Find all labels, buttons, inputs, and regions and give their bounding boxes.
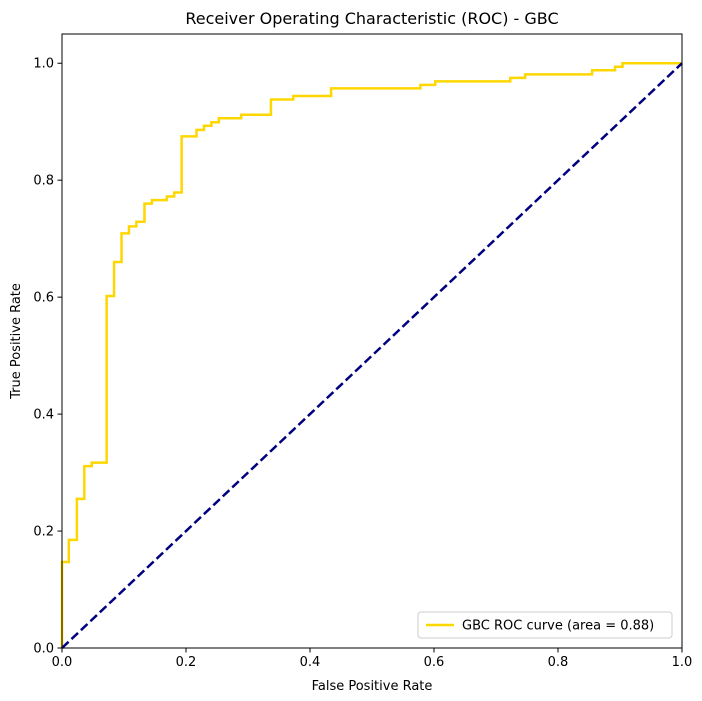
chance-diagonal-line — [61, 62, 683, 649]
x-tick-label: 0.8 — [548, 655, 569, 670]
x-tick-label: 0.0 — [52, 655, 73, 670]
y-tick-label: 0.8 — [33, 174, 54, 189]
y-tick-label: 1.0 — [33, 57, 54, 72]
plot-frame — [61, 33, 683, 649]
x-tick-label: 0.6 — [424, 655, 445, 670]
x-axis-label: False Positive Rate — [312, 679, 433, 694]
y-tick-label: 0.6 — [33, 291, 54, 306]
x-axis: 0.0 0.2 0.4 0.6 0.8 1.0 — [52, 648, 693, 670]
roc-curve-line — [60, 61, 682, 648]
y-tick-label: 0.2 — [33, 525, 54, 540]
y-axis: 0.0 0.2 0.4 0.6 0.8 1.0 — [33, 57, 62, 657]
legend-label: GBC ROC curve (area = 0.88) — [462, 619, 654, 634]
y-tick-label: 0.4 — [33, 408, 54, 423]
x-tick-label: 0.4 — [300, 655, 321, 670]
x-tick-label: 0.2 — [176, 655, 197, 670]
y-axis-label: True Positive Rate — [9, 283, 24, 400]
legend: GBC ROC curve (area = 0.88) — [417, 611, 673, 639]
chart-title: Receiver Operating Characteristic (ROC) … — [185, 9, 558, 28]
plot-area — [60, 33, 683, 649]
legend-box — [417, 611, 673, 639]
x-tick-label: 1.0 — [672, 655, 693, 670]
y-tick-label: 0.0 — [33, 642, 54, 657]
